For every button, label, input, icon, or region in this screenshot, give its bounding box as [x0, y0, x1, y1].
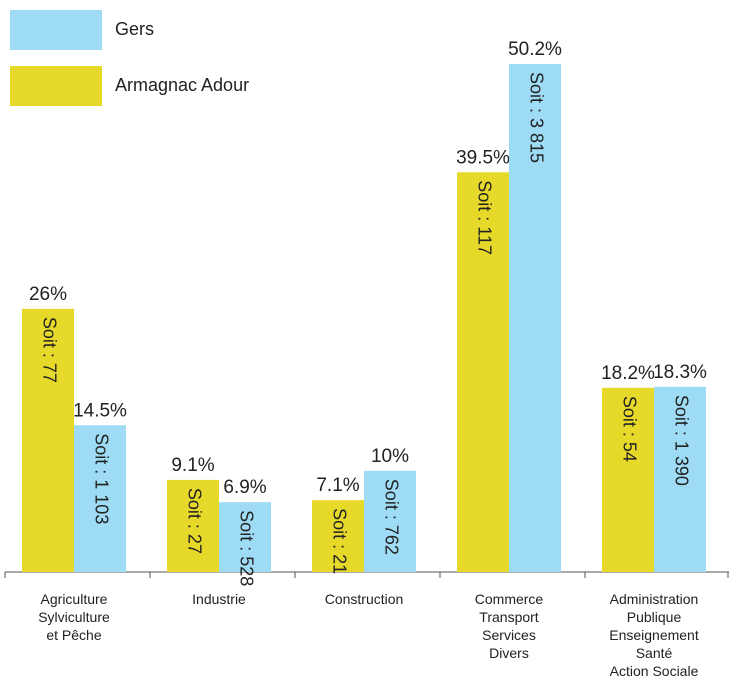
- bar: [602, 387, 654, 572]
- value-label: 26%: [29, 284, 67, 305]
- inner-label: Soit : 528: [236, 510, 256, 586]
- value-label: 7.1%: [316, 475, 359, 496]
- bar: [74, 425, 126, 572]
- x-tick-label: Agriculture Sylviculture et Pêche: [38, 591, 110, 643]
- value-label: 18.3%: [653, 362, 707, 383]
- legend-swatch: [10, 10, 102, 50]
- bar: [219, 502, 271, 572]
- inner-label: Soit : 77: [39, 317, 59, 383]
- value-label: 14.5%: [73, 400, 127, 421]
- bar: [167, 479, 219, 572]
- x-tick-label: Commerce Transport Services Divers: [474, 591, 544, 661]
- value-label: 10%: [371, 446, 409, 467]
- bar: [654, 386, 706, 572]
- inner-label: Soit : 117: [474, 180, 494, 255]
- bar: [364, 470, 416, 572]
- inner-label: Soit : 1 103: [91, 433, 111, 524]
- value-label: 50.2%: [508, 39, 562, 60]
- bar: [312, 500, 364, 572]
- legend-label: Gers: [115, 19, 154, 39]
- inner-label: Soit : 27: [184, 488, 204, 554]
- legend-swatch: [10, 66, 102, 106]
- inner-label: Soit : 1 390: [671, 395, 691, 486]
- legend-label: Armagnac Adour: [115, 75, 249, 95]
- value-label: 6.9%: [223, 477, 266, 498]
- x-tick-label: Construction: [324, 591, 404, 607]
- inner-label: Soit : 54: [619, 396, 639, 462]
- inner-label: Soit : 3 815: [526, 72, 546, 163]
- inner-label: Soit : 21: [329, 508, 349, 574]
- x-tick-label: Administration Publique Enseignement San…: [609, 591, 699, 679]
- value-label: 9.1%: [171, 455, 214, 476]
- x-tick-label: Industrie: [192, 591, 246, 607]
- bar: [457, 172, 509, 573]
- value-label: 18.2%: [601, 363, 655, 384]
- value-label: 39.5%: [456, 147, 510, 168]
- bar: [509, 64, 561, 572]
- inner-label: Soit : 762: [381, 479, 401, 555]
- bar: [22, 308, 74, 572]
